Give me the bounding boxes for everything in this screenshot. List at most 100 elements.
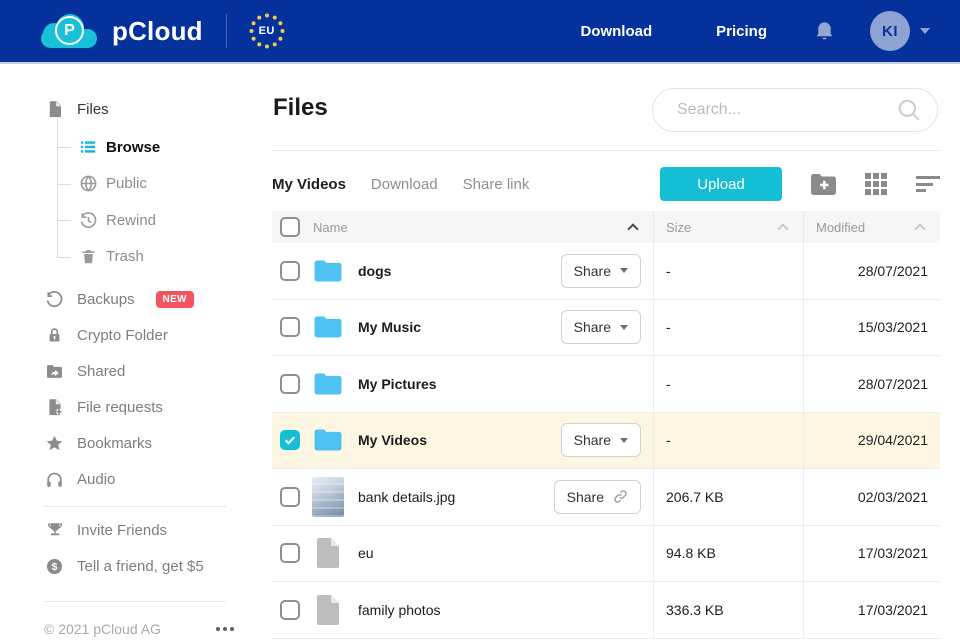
navbar-divider <box>225 14 227 48</box>
sidebar-item-crypto-folder[interactable]: Crypto Folder <box>0 317 272 353</box>
select-all-checkbox[interactable] <box>280 217 300 237</box>
notifications-bell-icon[interactable] <box>813 20 836 43</box>
sidebar-promo-group: Invite Friends $ Tell a friend, get $5 <box>0 512 272 584</box>
sidebar-item-audio[interactable]: Audio <box>0 461 272 497</box>
table-header: Name Size Modified <box>272 211 940 243</box>
star-icon <box>44 434 65 453</box>
caret-down-icon <box>620 268 628 274</box>
sidebar-item-label: Shared <box>77 362 126 380</box>
sort-chevron-up-icon <box>914 222 926 235</box>
file-plus-icon <box>44 398 65 417</box>
header-divider <box>272 150 940 151</box>
sidebar-item-tell-a-friend[interactable]: $ Tell a friend, get $5 <box>0 548 272 584</box>
sidebar-item-browse[interactable]: Browse <box>0 129 272 166</box>
trash-icon <box>78 248 98 265</box>
folder-icon <box>312 259 344 283</box>
column-label: Name <box>313 219 348 235</box>
file-name[interactable]: eu <box>358 545 374 562</box>
share-button[interactable]: Share <box>560 423 641 458</box>
search-input[interactable] <box>652 88 938 132</box>
search-box <box>652 88 938 132</box>
column-label: Size <box>666 219 692 235</box>
new-badge: NEW <box>155 290 194 308</box>
dollar-coin-icon: $ <box>44 557 65 576</box>
sidebar-item-trash[interactable]: Trash <box>0 239 272 276</box>
sidebar-item-bookmarks[interactable]: Bookmarks <box>0 425 272 461</box>
share-link-action[interactable]: Share link <box>462 175 530 193</box>
share-button[interactable]: Share <box>553 479 641 514</box>
sidebar-item-shared[interactable]: Shared <box>0 353 272 389</box>
pcloud-logo[interactable]: P pCloud <box>40 13 203 49</box>
table-row[interactable]: family photos 336.3 KB 17/03/2021 <box>272 582 940 639</box>
column-header-name[interactable]: Name <box>272 211 653 243</box>
row-checkbox[interactable] <box>280 373 300 394</box>
folder-icon <box>312 315 344 339</box>
eu-region-badge[interactable]: EU <box>248 12 286 50</box>
share-button[interactable]: Share <box>560 253 641 288</box>
size-cell: 336.3 KB <box>653 582 803 638</box>
file-icon <box>312 537 344 569</box>
more-options-button[interactable] <box>216 623 234 635</box>
table-row[interactable]: eu 94.8 KB 17/03/2021 <box>272 525 940 582</box>
headphones-icon <box>44 470 65 489</box>
sidebar: Files Browse Public Rewind <box>0 62 272 640</box>
sidebar-item-label: File requests <box>77 398 163 416</box>
download-action[interactable]: Download <box>370 175 438 193</box>
search-icon[interactable] <box>896 97 922 128</box>
grid-view-icon[interactable] <box>865 173 887 195</box>
size-cell: - <box>653 299 803 355</box>
file-name[interactable]: family photos <box>358 601 441 618</box>
share-button[interactable]: Share <box>560 310 641 345</box>
avatar[interactable]: KI <box>870 11 910 51</box>
sidebar-item-public[interactable]: Public <box>0 166 272 203</box>
sidebar-item-files[interactable]: Files <box>0 91 272 127</box>
sidebar-item-label: Bookmarks <box>77 434 153 452</box>
table-row[interactable]: My Music Share - 15/03/2021 <box>272 299 940 356</box>
list-icon <box>78 138 98 156</box>
pricing-nav-link[interactable]: Pricing <box>716 22 767 40</box>
table-row[interactable]: bank details.jpg Share 206.7 KB 02/03/20… <box>272 469 940 526</box>
row-checkbox[interactable] <box>280 317 300 338</box>
sidebar-item-label: Invite Friends <box>77 521 168 539</box>
sidebar-item-label: Backups <box>77 290 135 308</box>
column-header-modified[interactable]: Modified <box>803 211 940 243</box>
sort-icon[interactable] <box>916 176 940 192</box>
user-menu[interactable]: KI <box>870 11 930 51</box>
row-checkbox[interactable] <box>280 486 300 507</box>
sidebar-item-label: Public <box>106 175 147 193</box>
file-name[interactable]: bank details.jpg <box>358 488 456 505</box>
file-name[interactable]: My Music <box>358 319 422 336</box>
modified-cell: 17/03/2021 <box>803 525 940 581</box>
table-row-selected[interactable]: My Videos Share - 29/04/2021 <box>272 412 940 469</box>
sort-chevron-up-icon <box>627 222 639 235</box>
modified-cell: 15/03/2021 <box>803 299 940 355</box>
row-checkbox[interactable] <box>280 599 300 620</box>
file-name[interactable]: My Videos <box>358 432 427 449</box>
table-row[interactable]: dogs Share - 28/07/2021 <box>272 243 940 300</box>
column-header-size[interactable]: Size <box>653 211 803 243</box>
file-name[interactable]: dogs <box>358 262 392 279</box>
toolbar-icons <box>811 173 940 195</box>
sidebar-divider <box>44 601 226 602</box>
sidebar-item-rewind[interactable]: Rewind <box>0 202 272 239</box>
caret-down-icon <box>620 324 628 330</box>
sidebar-item-label: Trash <box>106 248 144 266</box>
sidebar-item-file-requests[interactable]: File requests <box>0 389 272 425</box>
row-checkbox-checked[interactable] <box>280 430 300 451</box>
row-checkbox[interactable] <box>280 543 300 564</box>
table-row[interactable]: My Pictures - 28/07/2021 <box>272 356 940 413</box>
chevron-down-icon[interactable] <box>920 28 930 34</box>
row-checkbox[interactable] <box>280 260 300 281</box>
file-name[interactable]: My Pictures <box>358 375 437 392</box>
sidebar-item-backups[interactable]: Backups NEW <box>0 281 272 317</box>
cloud-logo-icon: P <box>40 13 98 49</box>
upload-button[interactable]: Upload <box>660 167 782 201</box>
sidebar-item-label: Browse <box>106 138 161 156</box>
size-cell: - <box>653 243 803 299</box>
restore-icon <box>44 290 65 309</box>
download-nav-link[interactable]: Download <box>580 22 653 40</box>
sidebar-item-invite-friends[interactable]: Invite Friends <box>0 512 272 548</box>
new-folder-icon[interactable] <box>811 173 836 195</box>
globe-icon <box>78 174 98 193</box>
